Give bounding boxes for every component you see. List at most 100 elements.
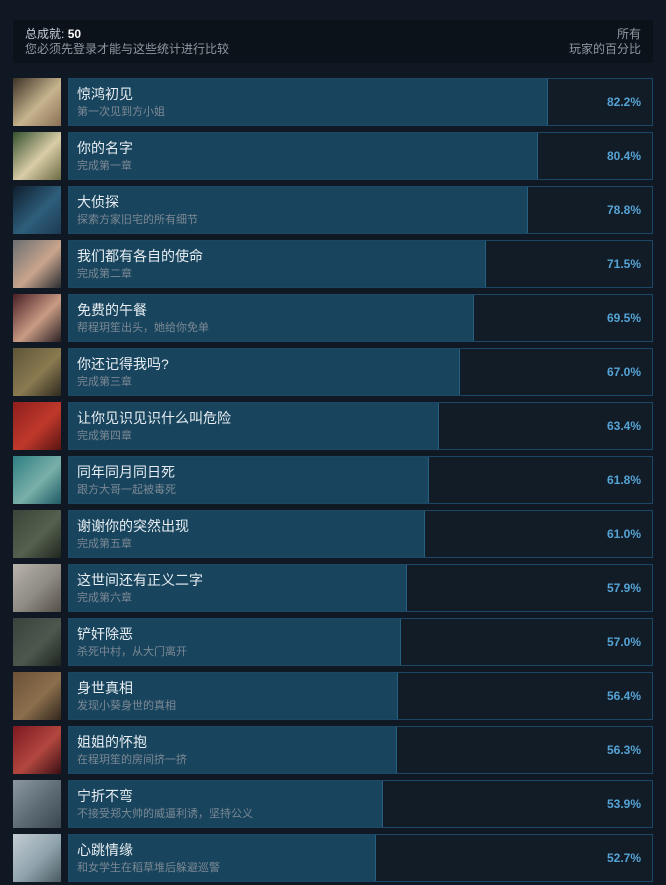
achievement-text-block: 免费的午餐 帮程玥笙出头，她给你免单	[77, 295, 209, 341]
achievement-global-percent: 52.7%	[606, 851, 641, 865]
achievement-global-percent: 61.8%	[606, 473, 641, 487]
achievement-title: 让你见识见识什么叫危险	[77, 409, 231, 426]
achievement-global-percent: 63.4%	[606, 419, 641, 433]
achievement-text-block: 同年同月同日死 跟方大哥一起被毒死	[77, 457, 176, 503]
achievement-icon-grey-hall-scene	[13, 780, 61, 828]
achievement-row: 同年同月同日死 跟方大哥一起被毒死 61.8%	[13, 456, 653, 504]
achievement-progress-track: 我们都有各自的使命 完成第二章 71.5%	[68, 240, 653, 288]
achievement-global-percent: 82.2%	[606, 95, 641, 109]
achievement-description: 完成第四章	[77, 429, 132, 442]
achievement-progress-fill	[69, 457, 430, 503]
achievement-progress-fill	[69, 349, 460, 395]
login-required-note: 您必须先登录才能与这些统计进行比较	[25, 41, 230, 56]
achievement-title: 身世真相	[77, 679, 133, 696]
achievement-global-percent: 57.9%	[606, 581, 641, 595]
achievement-progress-fill	[69, 511, 425, 557]
achievement-progress-track: 让你见识见识什么叫危险 完成第四章 63.4%	[68, 402, 653, 450]
achievement-row: 这世间还有正义二字 完成第六章 57.9%	[13, 564, 653, 612]
achievement-global-percent: 61.0%	[606, 527, 641, 541]
achievement-text-block: 谢谢你的突然出现 完成第五章	[77, 511, 189, 557]
achievement-icon-woman-cream-dress-courtyard	[13, 132, 61, 180]
achievement-progress-track: 你还记得我吗? 完成第三章 67.0%	[68, 348, 653, 396]
achievement-progress-fill	[69, 727, 398, 773]
achievements-list: 惊鸿初见 第一次见到方小姐 82.2% 你的名字 完成第一章 80.4% 大侦探…	[13, 78, 653, 882]
achievement-row: 姐姐的怀抱 在程玥笙的房间挤一挤 56.3%	[13, 726, 653, 774]
achievement-progress-track: 免费的午餐 帮程玥笙出头，她给你免单 69.5%	[68, 294, 653, 342]
achievement-description: 完成第三章	[77, 375, 132, 388]
achievement-icon-girl-light-portrait	[13, 834, 61, 882]
achievement-title: 惊鸿初见	[77, 85, 133, 102]
achievement-progress-fill	[69, 835, 377, 881]
achievement-description: 完成第二章	[77, 267, 132, 280]
achievement-icon-woman-red-background	[13, 726, 61, 774]
achievement-progress-track: 惊鸿初见 第一次见到方小姐 82.2%	[68, 78, 653, 126]
achievement-row: 谢谢你的突然出现 完成第五章 61.0%	[13, 510, 653, 558]
achievement-icon-woman-at-desk	[13, 672, 61, 720]
achievement-description: 探索方家旧宅的所有细节	[77, 213, 198, 226]
achievement-row: 我们都有各自的使命 完成第二章 71.5%	[13, 240, 653, 288]
achievement-progress-fill	[69, 187, 529, 233]
achievement-row: 免费的午餐 帮程玥笙出头，她给你免单 69.5%	[13, 294, 653, 342]
achievement-icon-woman-red-curtain	[13, 294, 61, 342]
achievement-global-percent: 78.8%	[606, 203, 641, 217]
achievement-icon-woman-portrait-grey	[13, 240, 61, 288]
achievement-title: 姐姐的怀抱	[77, 733, 147, 750]
achievement-title: 心跳情缘	[77, 841, 133, 858]
achievement-row: 让你见识见识什么叫危险 完成第四章 63.4%	[13, 402, 653, 450]
global-percent-column-header: 所有 玩家的百分比	[569, 27, 641, 57]
achievement-icon-dark-indoor-pair	[13, 618, 61, 666]
achievement-progress-fill	[69, 133, 538, 179]
achievement-title: 谢谢你的突然出现	[77, 517, 189, 534]
achievement-title: 大侦探	[77, 193, 119, 210]
achievement-text-block: 惊鸿初见 第一次见到方小姐	[77, 79, 165, 125]
achievement-progress-track: 谢谢你的突然出现 完成第五章 61.0%	[68, 510, 653, 558]
achievement-progress-track: 你的名字 完成第一章 80.4%	[68, 132, 653, 180]
achievement-title: 免费的午餐	[77, 301, 147, 318]
achievement-icon-woman-black-dress-warm-room	[13, 348, 61, 396]
total-achievements-line: 总成就: 50	[25, 27, 229, 42]
achievement-row: 你的名字 完成第一章 80.4%	[13, 132, 653, 180]
achievement-title: 铲奸除恶	[77, 625, 133, 642]
achievement-icon-two-men-by-tree	[13, 510, 61, 558]
achievement-icon-red-trunk-mirror	[13, 402, 61, 450]
achievement-global-percent: 71.5%	[606, 257, 641, 271]
achievement-description: 第一次见到方小姐	[77, 105, 165, 118]
achievement-row: 铲奸除恶 杀死中村，从大门离开 57.0%	[13, 618, 653, 666]
achievement-icon-group-of-women	[13, 564, 61, 612]
achievement-global-percent: 53.9%	[606, 797, 641, 811]
achievement-progress-fill	[69, 619, 402, 665]
achievement-icon-dark-blue-mansion	[13, 186, 61, 234]
achievement-description: 跟方大哥一起被毒死	[77, 483, 176, 496]
achievement-progress-track: 心跳情缘 和女学生在稻草堆后躲避巡警 52.7%	[68, 834, 653, 882]
achievement-global-percent: 67.0%	[606, 365, 641, 379]
achievement-global-percent: 57.0%	[606, 635, 641, 649]
achievements-summary-header: 总成就: 50 您必须先登录才能与这些统计进行比较 所有 玩家的百分比	[13, 20, 653, 63]
global-percent-label-line2: 玩家的百分比	[568, 41, 641, 56]
achievement-title: 同年同月同日死	[77, 463, 175, 480]
achievement-text-block: 宁折不弯 不接受郑大帅的威逼利诱，坚持公义	[77, 781, 253, 827]
achievement-progress-track: 这世间还有正义二字 完成第六章 57.9%	[68, 564, 653, 612]
achievement-global-percent: 56.3%	[606, 743, 641, 757]
achievement-text-block: 心跳情缘 和女学生在稻草堆后躲避巡警	[77, 835, 220, 881]
achievement-title: 你的名字	[77, 139, 133, 156]
achievement-description: 完成第六章	[77, 591, 132, 604]
achievement-progress-track: 大侦探 探索方家旧宅的所有细节 78.8%	[68, 186, 653, 234]
achievement-row: 惊鸿初见 第一次见到方小姐 82.2%	[13, 78, 653, 126]
achievement-description: 杀死中村，从大门离开	[77, 645, 187, 658]
achievement-progress-track: 宁折不弯 不接受郑大帅的威逼利诱，坚持公义 53.9%	[68, 780, 653, 828]
achievement-text-block: 让你见识见识什么叫危险 完成第四章	[77, 403, 231, 449]
total-achievements-label: 总成就:	[25, 26, 65, 41]
achievement-row: 身世真相 发现小葵身世的真相 56.4%	[13, 672, 653, 720]
achievement-description: 和女学生在稻草堆后躲避巡警	[77, 861, 220, 874]
achievement-description: 完成第五章	[77, 537, 132, 550]
achievement-text-block: 我们都有各自的使命 完成第二章	[77, 241, 203, 287]
achievement-text-block: 大侦探 探索方家旧宅的所有细节	[77, 187, 198, 233]
achievement-progress-fill	[69, 781, 384, 827]
achievement-progress-track: 身世真相 发现小葵身世的真相 56.4%	[68, 672, 653, 720]
achievement-row: 宁折不弯 不接受郑大帅的威逼利诱，坚持公义 53.9%	[13, 780, 653, 828]
achievement-title: 你还记得我吗?	[77, 355, 169, 372]
total-achievements-block: 总成就: 50 您必须先登录才能与这些统计进行比较	[25, 27, 229, 57]
achievement-title: 宁折不弯	[77, 787, 133, 804]
achievement-progress-track: 同年同月同日死 跟方大哥一起被毒死 61.8%	[68, 456, 653, 504]
achievement-progress-fill	[69, 673, 398, 719]
